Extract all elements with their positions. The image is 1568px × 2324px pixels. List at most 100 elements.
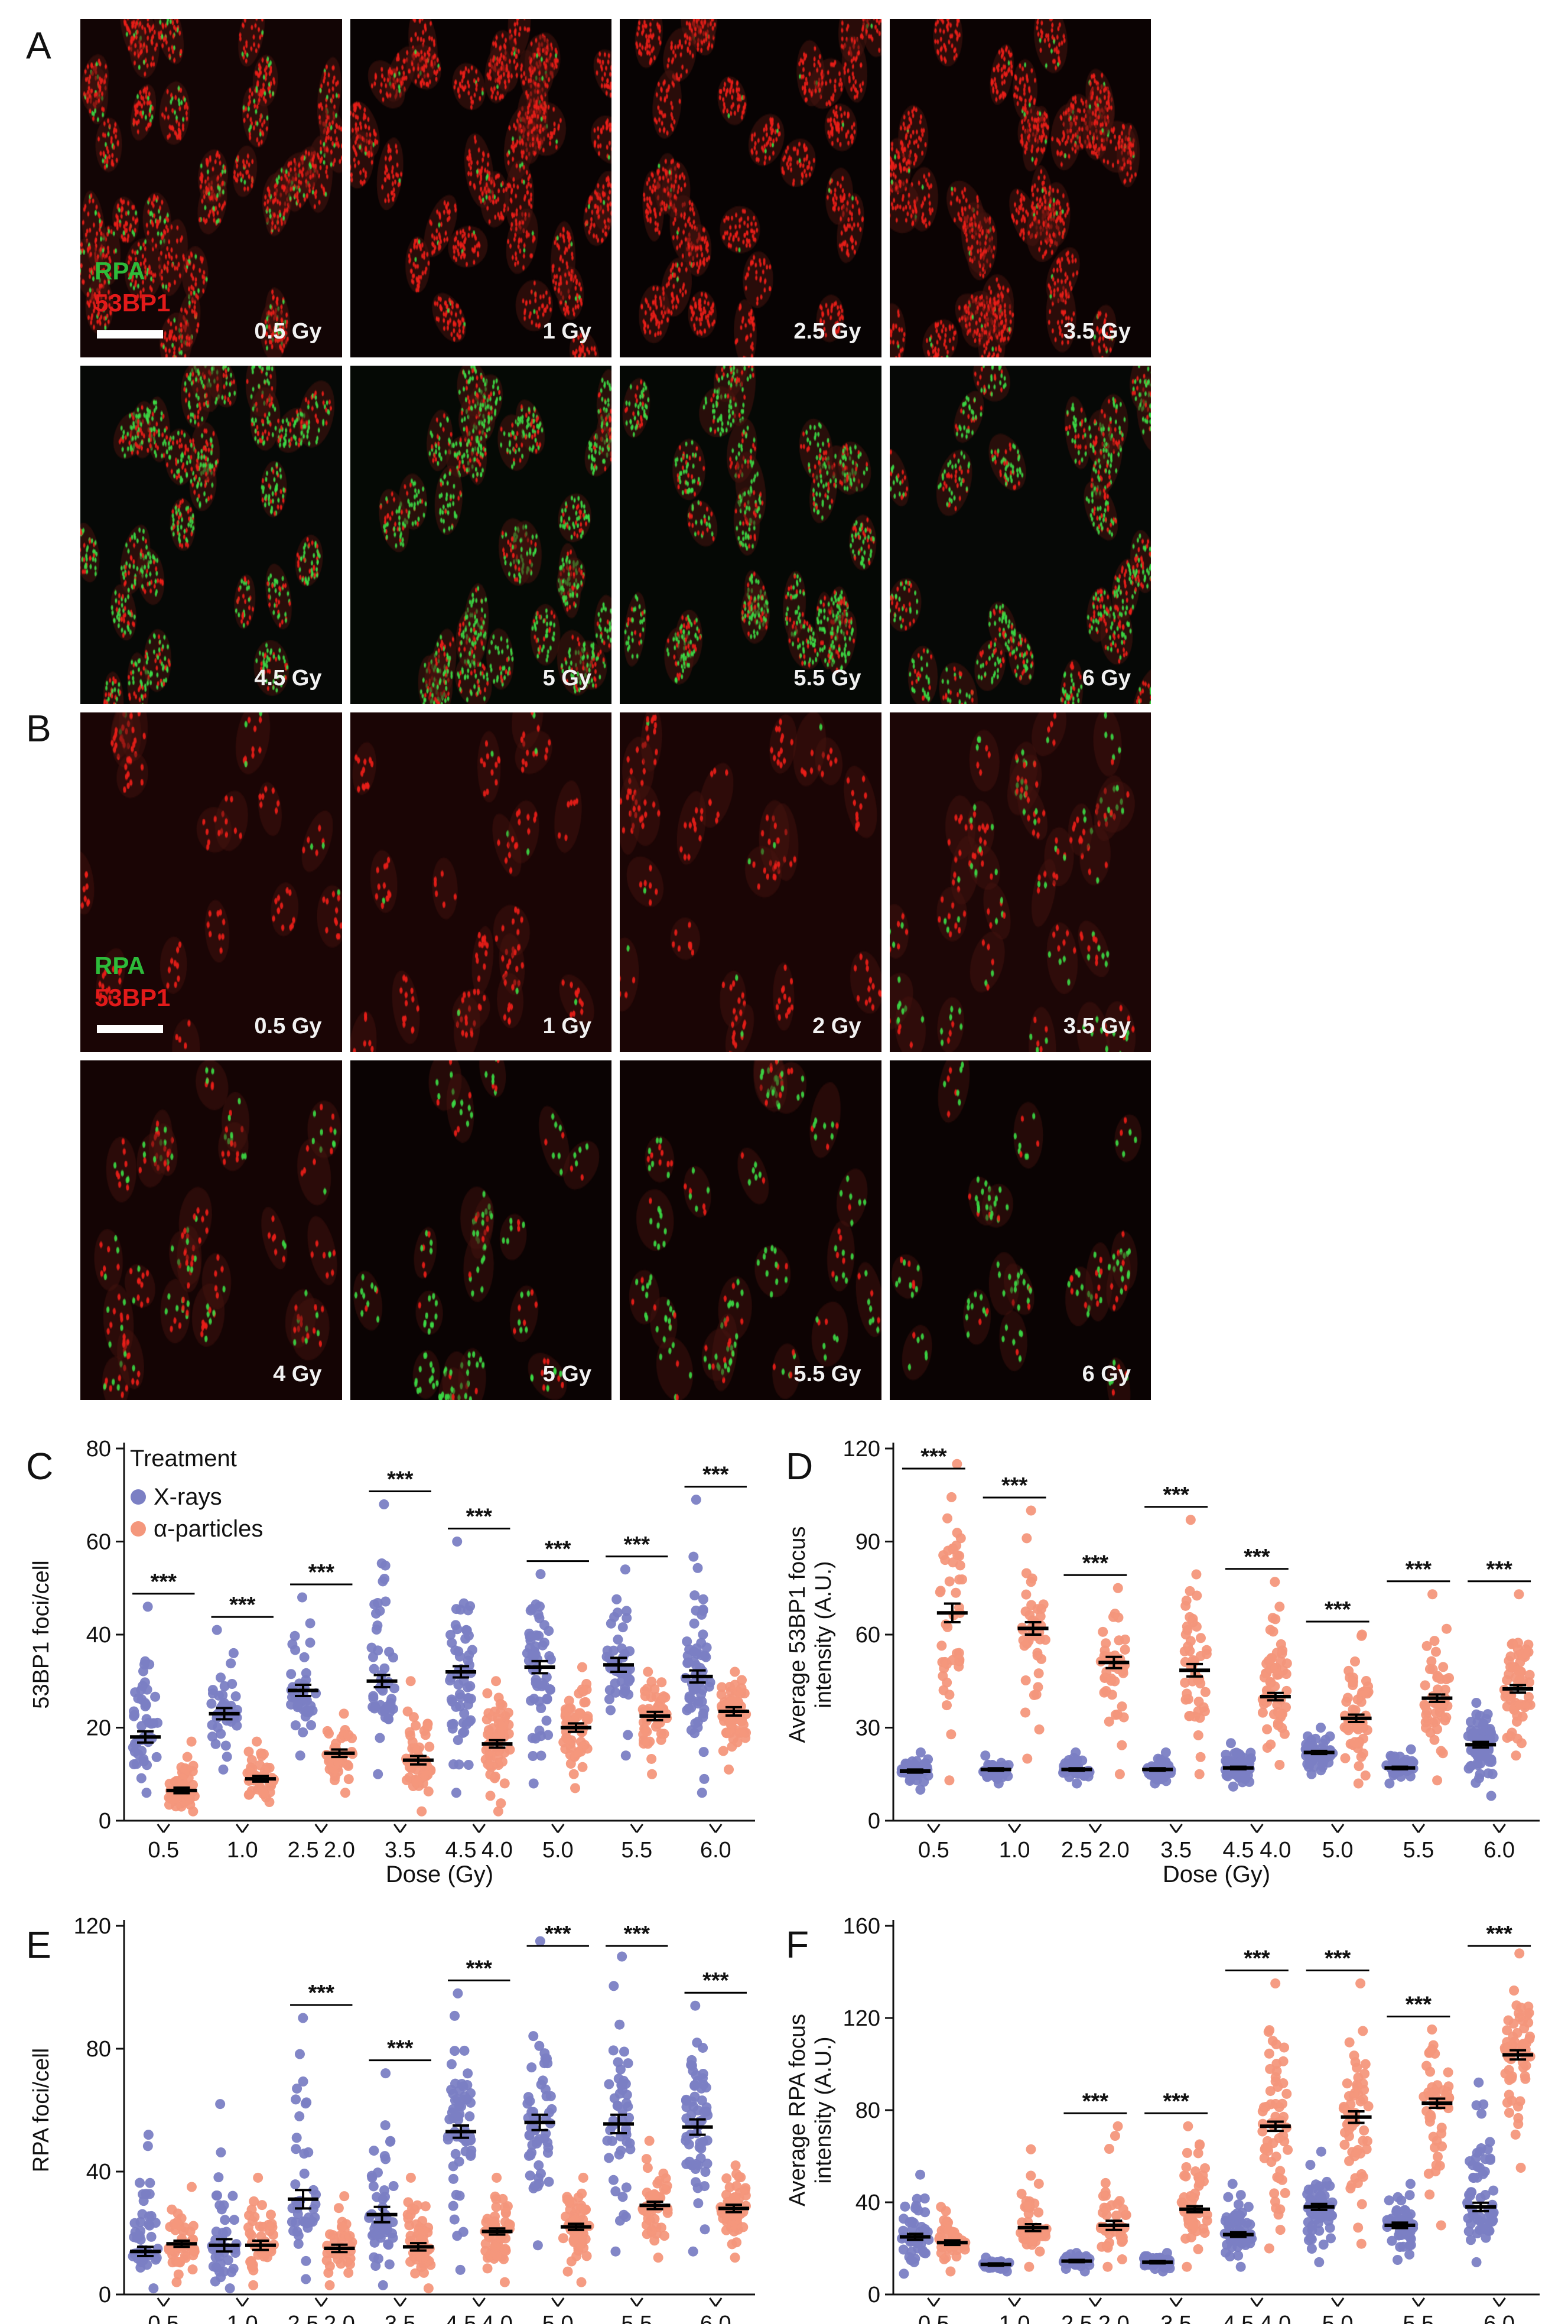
data-point: [1278, 2130, 1289, 2141]
data-point: [483, 2229, 494, 2240]
data-point: [545, 1654, 556, 1665]
data-point: [423, 2283, 434, 2294]
data-point: [737, 1675, 747, 1685]
data-point: [1202, 2209, 1212, 2220]
data-point: [130, 1739, 141, 1749]
data-point: [565, 1743, 576, 1753]
data-point: [267, 2222, 278, 2232]
data-point: [1395, 2242, 1406, 2253]
data-point: [919, 2247, 929, 2258]
data-point: [138, 1732, 149, 1743]
data-point: [136, 2257, 147, 2267]
data-point: [1487, 2216, 1498, 2227]
data-point: [1022, 1638, 1032, 1649]
data-point: [1189, 2192, 1199, 2203]
data-point: [1420, 1717, 1431, 1727]
data-point: [1398, 2216, 1409, 2227]
data-point: [499, 1716, 510, 1727]
data-point: [1441, 1674, 1452, 1685]
data-point: [1180, 1629, 1191, 1640]
data-point: [579, 1697, 590, 1708]
data-point: [1515, 1699, 1525, 1710]
data-point: [939, 1663, 949, 1674]
data-point: [1502, 2050, 1513, 2061]
data-point: [1423, 1714, 1433, 1725]
data-point: [1270, 1577, 1280, 1587]
data-point: [1310, 2215, 1321, 2225]
data-point: [292, 2227, 302, 2237]
data-point: [705, 1677, 715, 1688]
x-tick: [399, 2297, 407, 2307]
data-point: [721, 2225, 731, 2235]
data-point: [946, 2227, 957, 2238]
data-point: [383, 1714, 394, 1724]
data-point: [301, 1695, 312, 1705]
data-point: [1510, 2036, 1520, 2047]
data-point: [1525, 2031, 1536, 2042]
data-point: [997, 1772, 1008, 1782]
data-point: [532, 1664, 542, 1674]
data-point: [643, 2203, 654, 2214]
data-point: [526, 1695, 536, 1706]
data-point: [1277, 2175, 1287, 2185]
data-point: [453, 1988, 463, 1998]
y-axis-label: intensity (A.U.): [811, 2036, 836, 2183]
data-point: [171, 1801, 181, 1812]
data-point: [939, 2254, 949, 2264]
data-point: [384, 2259, 395, 2270]
data-point: [695, 2138, 705, 2149]
data-point: [1035, 1634, 1045, 1645]
data-point: [1138, 2253, 1149, 2264]
data-point: [1270, 2111, 1281, 2122]
dose-label: 5 Gy: [542, 666, 591, 691]
data-point: [366, 2209, 377, 2219]
data-point: [491, 2251, 502, 2261]
data-point: [730, 1688, 741, 1698]
data-point: [299, 2168, 310, 2179]
data-point: [910, 2237, 921, 2247]
data-point: [730, 1724, 740, 1735]
data-point: [721, 1728, 732, 1739]
data-point: [289, 1688, 300, 1699]
x-tick: [1175, 1824, 1183, 1833]
x-tick: [1007, 2297, 1016, 2307]
data-point: [1241, 2233, 1251, 2244]
data-point: [134, 2231, 145, 2241]
data-point: [577, 1726, 588, 1737]
data-point: [232, 1720, 242, 1731]
data-point: [1432, 2136, 1442, 2146]
data-point: [448, 2173, 458, 2184]
data-point: [187, 2264, 198, 2275]
data-point: [1072, 1767, 1083, 1778]
data-point: [244, 1789, 255, 1800]
data-point: [484, 1746, 495, 1756]
data-point: [373, 2253, 383, 2264]
data-point: [1266, 1677, 1276, 1688]
data-point: [1181, 2204, 1192, 2215]
data-point: [497, 2244, 508, 2255]
data-point: [1384, 1778, 1395, 1789]
y-axis-label: 53BP1 foci/cell: [29, 1560, 54, 1708]
data-point: [1227, 1763, 1238, 1774]
data-point: [733, 2224, 743, 2235]
x-tick-label: 3.5: [385, 2312, 416, 2324]
data-point: [1004, 2257, 1014, 2268]
data-point: [1038, 1599, 1049, 1610]
data-point: [943, 2217, 954, 2228]
data-point: [135, 2252, 146, 2263]
data-point: [1348, 1676, 1358, 1687]
data-point: [1362, 1688, 1372, 1699]
data-point: [485, 2250, 496, 2260]
data-point: [215, 2099, 226, 2110]
data-point: [217, 1703, 228, 1714]
data-point: [897, 2233, 907, 2244]
data-point: [1343, 1725, 1354, 1736]
data-point: [577, 2188, 587, 2199]
data-point: [534, 2134, 545, 2144]
data-point: [948, 2237, 958, 2247]
data-point: [1058, 2256, 1069, 2267]
data-point: [170, 2247, 180, 2258]
data-point: [293, 2198, 304, 2208]
data-point: [1021, 2201, 1032, 2212]
legend-entry: X-rays: [154, 1484, 222, 1510]
